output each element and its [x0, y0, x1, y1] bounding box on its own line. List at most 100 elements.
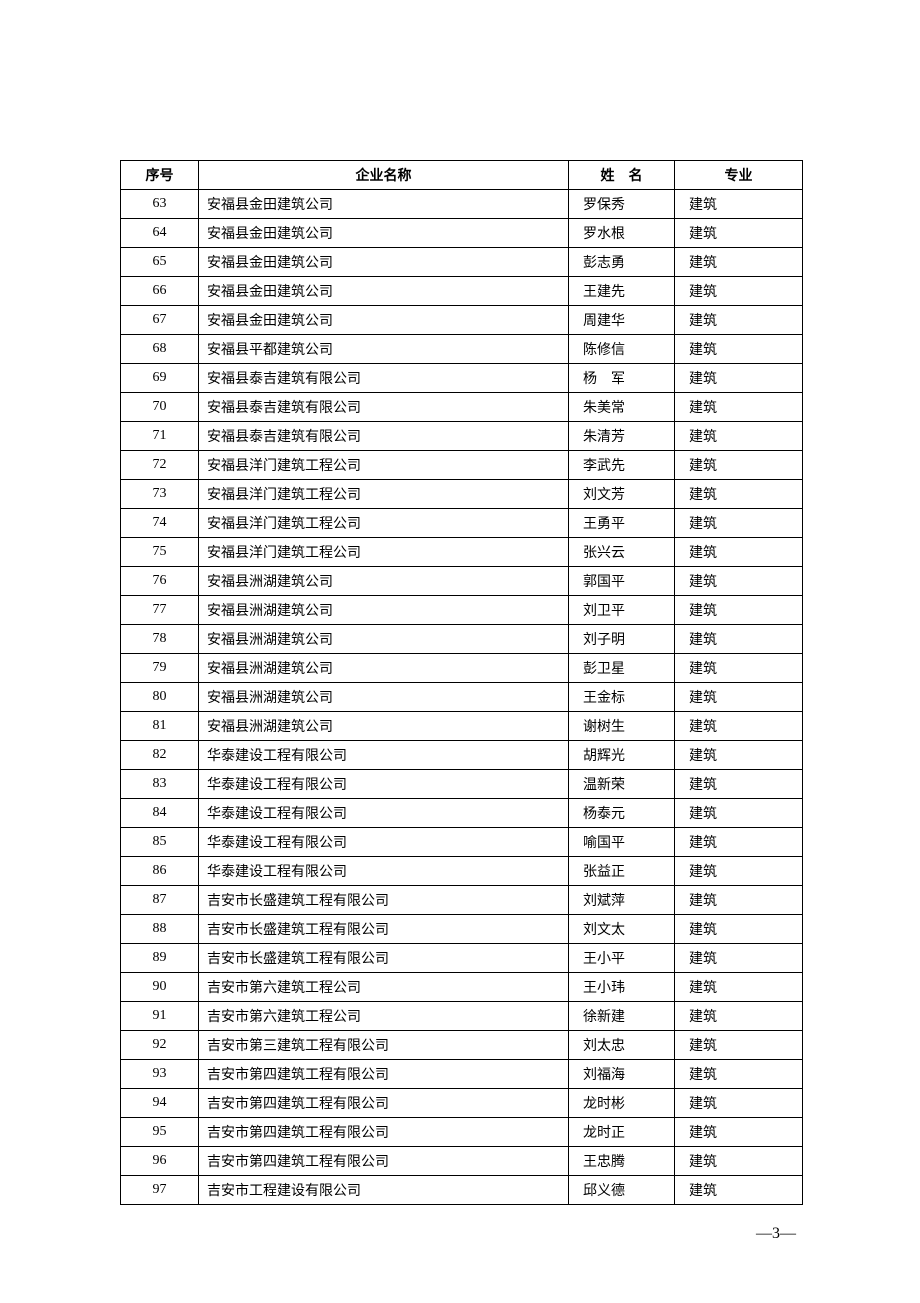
cell-company: 吉安市第六建筑工程公司 — [199, 973, 569, 1002]
cell-major: 建筑 — [675, 364, 803, 393]
cell-seq: 85 — [121, 828, 199, 857]
cell-company: 吉安市长盛建筑工程有限公司 — [199, 886, 569, 915]
cell-seq: 93 — [121, 1060, 199, 1089]
cell-major: 建筑 — [675, 654, 803, 683]
cell-name: 龙时彬 — [569, 1089, 675, 1118]
cell-name: 郭国平 — [569, 567, 675, 596]
cell-major: 建筑 — [675, 596, 803, 625]
cell-major: 建筑 — [675, 712, 803, 741]
table-row: 91吉安市第六建筑工程公司徐新建建筑 — [121, 1002, 803, 1031]
cell-name: 邱义德 — [569, 1176, 675, 1205]
cell-name: 刘子明 — [569, 625, 675, 654]
cell-major: 建筑 — [675, 770, 803, 799]
cell-major: 建筑 — [675, 1060, 803, 1089]
cell-company: 安福县泰吉建筑有限公司 — [199, 364, 569, 393]
cell-company: 华泰建设工程有限公司 — [199, 828, 569, 857]
cell-major: 建筑 — [675, 886, 803, 915]
cell-seq: 82 — [121, 741, 199, 770]
cell-company: 安福县泰吉建筑有限公司 — [199, 422, 569, 451]
cell-seq: 90 — [121, 973, 199, 1002]
cell-major: 建筑 — [675, 422, 803, 451]
table-row: 97吉安市工程建设有限公司邱义德建筑 — [121, 1176, 803, 1205]
cell-name: 朱清芳 — [569, 422, 675, 451]
cell-seq: 91 — [121, 1002, 199, 1031]
cell-name: 王建先 — [569, 277, 675, 306]
cell-major: 建筑 — [675, 451, 803, 480]
cell-company: 安福县泰吉建筑有限公司 — [199, 393, 569, 422]
cell-company: 吉安市第四建筑工程有限公司 — [199, 1060, 569, 1089]
cell-name: 罗水根 — [569, 219, 675, 248]
table-row: 87吉安市长盛建筑工程有限公司刘斌萍建筑 — [121, 886, 803, 915]
cell-major: 建筑 — [675, 944, 803, 973]
cell-major: 建筑 — [675, 509, 803, 538]
table-row: 82华泰建设工程有限公司胡辉光建筑 — [121, 741, 803, 770]
table-row: 78安福县洲湖建筑公司刘子明建筑 — [121, 625, 803, 654]
cell-major: 建筑 — [675, 828, 803, 857]
cell-company: 华泰建设工程有限公司 — [199, 770, 569, 799]
header-name: 姓 名 — [569, 161, 675, 190]
cell-name: 张兴云 — [569, 538, 675, 567]
table-row: 94吉安市第四建筑工程有限公司龙时彬建筑 — [121, 1089, 803, 1118]
cell-seq: 87 — [121, 886, 199, 915]
cell-name: 刘卫平 — [569, 596, 675, 625]
cell-seq: 74 — [121, 509, 199, 538]
cell-name: 杨泰元 — [569, 799, 675, 828]
cell-name: 彭志勇 — [569, 248, 675, 277]
cell-seq: 86 — [121, 857, 199, 886]
cell-seq: 89 — [121, 944, 199, 973]
cell-name: 王小平 — [569, 944, 675, 973]
cell-major: 建筑 — [675, 1031, 803, 1060]
cell-name: 刘斌萍 — [569, 886, 675, 915]
cell-seq: 95 — [121, 1118, 199, 1147]
cell-company: 安福县洋门建筑工程公司 — [199, 509, 569, 538]
table-row: 90吉安市第六建筑工程公司王小玮建筑 — [121, 973, 803, 1002]
cell-company: 华泰建设工程有限公司 — [199, 799, 569, 828]
cell-company: 安福县金田建筑公司 — [199, 190, 569, 219]
table-row: 66安福县金田建筑公司王建先建筑 — [121, 277, 803, 306]
cell-major: 建筑 — [675, 335, 803, 364]
cell-major: 建筑 — [675, 857, 803, 886]
cell-seq: 79 — [121, 654, 199, 683]
cell-major: 建筑 — [675, 567, 803, 596]
table-row: 83华泰建设工程有限公司温新荣建筑 — [121, 770, 803, 799]
cell-seq: 76 — [121, 567, 199, 596]
table-row: 65安福县金田建筑公司彭志勇建筑 — [121, 248, 803, 277]
cell-seq: 92 — [121, 1031, 199, 1060]
table-row: 75安福县洋门建筑工程公司张兴云建筑 — [121, 538, 803, 567]
cell-name: 王勇平 — [569, 509, 675, 538]
cell-major: 建筑 — [675, 538, 803, 567]
cell-seq: 97 — [121, 1176, 199, 1205]
cell-seq: 73 — [121, 480, 199, 509]
cell-name: 刘文芳 — [569, 480, 675, 509]
table-row: 93吉安市第四建筑工程有限公司刘福海建筑 — [121, 1060, 803, 1089]
cell-seq: 67 — [121, 306, 199, 335]
cell-name: 李武先 — [569, 451, 675, 480]
table-row: 70安福县泰吉建筑有限公司朱美常建筑 — [121, 393, 803, 422]
cell-seq: 75 — [121, 538, 199, 567]
table-row: 92吉安市第三建筑工程有限公司刘太忠建筑 — [121, 1031, 803, 1060]
table-row: 89吉安市长盛建筑工程有限公司王小平建筑 — [121, 944, 803, 973]
cell-name: 周建华 — [569, 306, 675, 335]
cell-major: 建筑 — [675, 277, 803, 306]
cell-company: 吉安市长盛建筑工程有限公司 — [199, 915, 569, 944]
table-row: 73安福县洋门建筑工程公司刘文芳建筑 — [121, 480, 803, 509]
cell-name: 张益正 — [569, 857, 675, 886]
cell-company: 安福县金田建筑公司 — [199, 306, 569, 335]
cell-major: 建筑 — [675, 1002, 803, 1031]
cell-name: 王金标 — [569, 683, 675, 712]
cell-company: 安福县洋门建筑工程公司 — [199, 538, 569, 567]
cell-company: 安福县洲湖建筑公司 — [199, 654, 569, 683]
cell-company: 安福县洲湖建筑公司 — [199, 567, 569, 596]
table-row: 85华泰建设工程有限公司喻国平建筑 — [121, 828, 803, 857]
cell-seq: 96 — [121, 1147, 199, 1176]
cell-major: 建筑 — [675, 1089, 803, 1118]
cell-seq: 68 — [121, 335, 199, 364]
cell-major: 建筑 — [675, 1176, 803, 1205]
cell-name: 温新荣 — [569, 770, 675, 799]
cell-name: 刘太忠 — [569, 1031, 675, 1060]
cell-seq: 88 — [121, 915, 199, 944]
cell-seq: 94 — [121, 1089, 199, 1118]
cell-name: 谢树生 — [569, 712, 675, 741]
table-row: 69安福县泰吉建筑有限公司杨 军建筑 — [121, 364, 803, 393]
table-row: 79安福县洲湖建筑公司彭卫星建筑 — [121, 654, 803, 683]
